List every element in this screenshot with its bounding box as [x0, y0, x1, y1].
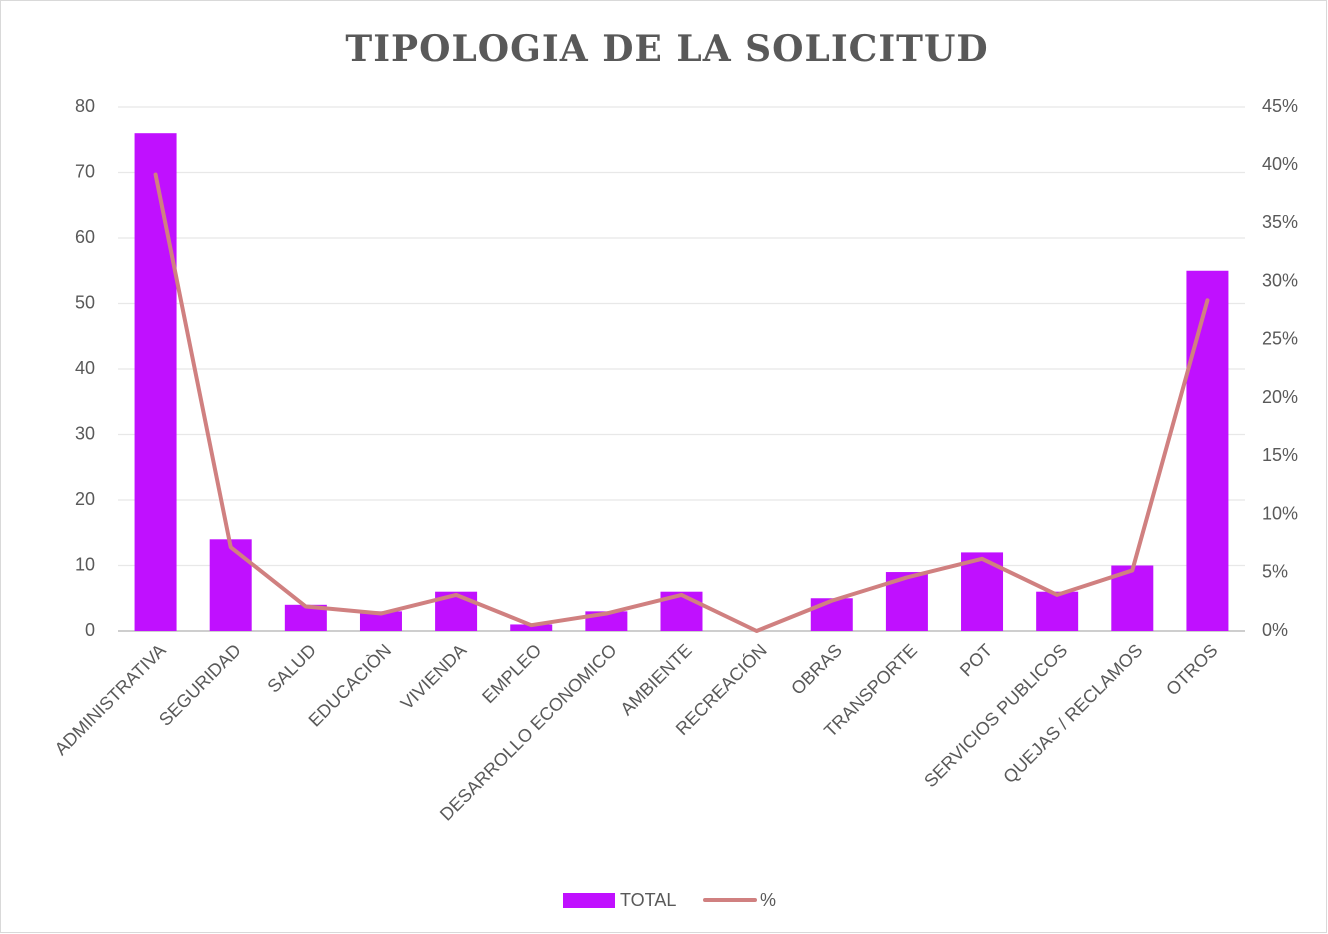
- bar: [209, 539, 252, 631]
- y-tick-label: 40: [75, 358, 95, 378]
- y2-tick-label: 25%: [1262, 329, 1298, 349]
- bar: [510, 624, 553, 631]
- bar: [1036, 591, 1079, 631]
- legend-label: %: [760, 890, 776, 910]
- y-tick-label: 50: [75, 292, 95, 312]
- line: [153, 172, 1210, 633]
- y-tick-label: 10: [75, 554, 95, 574]
- y2-tick-label: 35%: [1262, 212, 1298, 232]
- chart-title: TIPOLOGIA DE LA SOLICITUD: [345, 28, 988, 70]
- bar: [810, 598, 853, 631]
- y-tick-label: 80: [75, 96, 95, 116]
- y-tick-label: 60: [75, 227, 95, 247]
- legend-label: TOTAL: [620, 890, 676, 910]
- bar: [1186, 270, 1229, 631]
- y2-tick-label: 5%: [1262, 562, 1288, 582]
- y-tick-label: 0: [85, 620, 95, 640]
- legend-swatch: [563, 893, 615, 908]
- bar: [359, 611, 402, 631]
- y2-tick-label: 0%: [1262, 620, 1288, 640]
- y2-tick-label: 15%: [1262, 445, 1298, 465]
- y2-tick-label: 45%: [1262, 96, 1298, 116]
- y-tick-label: 30: [75, 423, 95, 443]
- y2-tick-label: 40%: [1262, 154, 1298, 174]
- y2-tick-label: 10%: [1262, 503, 1298, 523]
- y-tick-label: 70: [75, 161, 95, 181]
- y-tick-label: 20: [75, 489, 95, 509]
- y2-tick-label: 30%: [1262, 270, 1298, 290]
- y2-tick-label: 20%: [1262, 387, 1298, 407]
- bar: [134, 133, 177, 631]
